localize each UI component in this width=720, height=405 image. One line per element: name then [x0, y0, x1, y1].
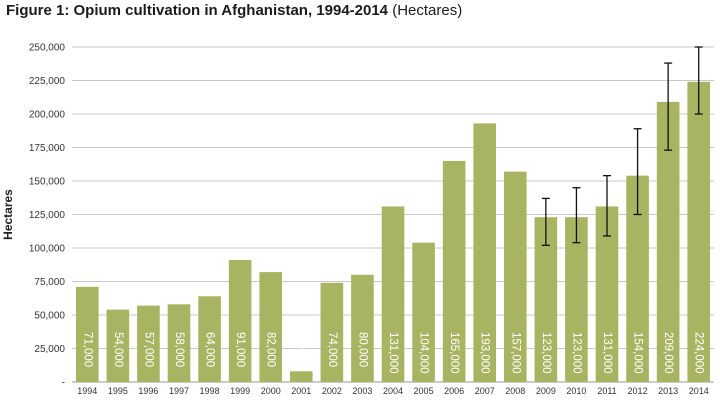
- x-tick-label: 2012: [628, 386, 648, 396]
- x-tick-label: 1995: [108, 386, 128, 396]
- bar-value-label: 123,000: [570, 332, 582, 374]
- bar: [381, 206, 405, 382]
- bar: [565, 217, 588, 382]
- x-tick-label: 1996: [138, 386, 158, 396]
- x-tick-label: 2005: [414, 386, 434, 396]
- y-tick-label: 25,000: [34, 344, 65, 355]
- x-tick-label: 2001: [291, 386, 311, 396]
- bar-value-label: 123,000: [540, 332, 552, 374]
- x-tick-label: 2013: [658, 386, 678, 396]
- chart-title-unit: (Hectares): [392, 2, 463, 19]
- y-tick-label: 75,000: [34, 277, 65, 288]
- bar: [167, 304, 191, 382]
- x-tick-label: 1994: [77, 386, 97, 396]
- chart-title-main: Figure 1: Opium cultivation in Afghanist…: [6, 2, 389, 19]
- y-tick-label: 175,000: [29, 143, 66, 154]
- y-tick-label: 150,000: [29, 177, 66, 188]
- bar: [351, 274, 374, 382]
- x-tick-label: 2000: [261, 386, 281, 396]
- bar: [137, 305, 160, 382]
- bar-value-label: 8,000: [295, 332, 307, 361]
- bar-value-label: 74,000: [326, 332, 338, 367]
- y-tick-label: 225,000: [29, 76, 66, 87]
- bar: [412, 242, 435, 382]
- bar: [259, 272, 283, 382]
- bar-value-label: 82,000: [265, 332, 277, 367]
- bar-value-label: 57,000: [142, 332, 154, 367]
- bar: [75, 286, 99, 382]
- bar-value-label: 91,000: [234, 332, 246, 367]
- bar-value-label: 131,000: [601, 332, 613, 374]
- bar: [656, 101, 680, 382]
- y-tick-label: 200,000: [29, 110, 66, 121]
- bar: [503, 171, 527, 382]
- bar-value-label: 131,000: [387, 332, 399, 374]
- bar: [595, 206, 619, 382]
- x-tick-label: 2008: [505, 386, 525, 396]
- x-tick-label: 2011: [597, 386, 616, 396]
- x-tick-label: 2010: [566, 386, 586, 396]
- bar: [320, 282, 344, 382]
- bar-value-label: 157,000: [509, 332, 521, 374]
- chart-title: Figure 1: Opium cultivation in Afghanist…: [6, 2, 462, 19]
- bar: [228, 260, 252, 382]
- bar-value-label: 165,000: [448, 332, 460, 374]
- x-tick-label: 1998: [200, 386, 220, 396]
- y-tick-label: 100,000: [29, 244, 66, 255]
- x-tick-label: 1997: [169, 386, 189, 396]
- x-tick-label: 1999: [230, 386, 250, 396]
- bar-value-label: 154,000: [632, 332, 644, 374]
- bar-value-label: 80,000: [356, 332, 368, 367]
- bar: [442, 160, 466, 382]
- x-tick-label: 2014: [689, 386, 709, 396]
- y-tick-label: 125,000: [29, 210, 66, 221]
- bar: [198, 296, 221, 382]
- bar: [626, 175, 649, 382]
- bar-value-label: 224,000: [693, 332, 705, 374]
- x-tick-label: 2009: [536, 386, 556, 396]
- bar-value-label: 193,000: [479, 332, 491, 374]
- bar: [534, 217, 558, 382]
- x-tick-label: 2006: [444, 386, 464, 396]
- bar: [289, 371, 313, 382]
- bar: [473, 123, 497, 382]
- bar-value-label: 104,000: [418, 332, 430, 374]
- x-tick-label: 2004: [383, 386, 403, 396]
- bar: [106, 309, 130, 382]
- x-tick-label: 2003: [352, 386, 372, 396]
- bar-value-label: 54,000: [112, 332, 124, 367]
- y-tick-label: 250,000: [29, 43, 66, 54]
- y-tick-label: -: [62, 378, 65, 389]
- x-tick-label: 2002: [322, 386, 342, 396]
- bar: [687, 81, 711, 382]
- x-tick-label: 2007: [475, 386, 495, 396]
- bar-value-label: 71,000: [81, 332, 93, 367]
- y-axis-title: Hectares: [1, 189, 15, 240]
- bar-value-label: 64,000: [204, 332, 216, 367]
- bar-value-label: 58,000: [173, 332, 185, 367]
- y-tick-label: 50,000: [34, 311, 65, 322]
- bar-value-label: 209,000: [662, 332, 674, 374]
